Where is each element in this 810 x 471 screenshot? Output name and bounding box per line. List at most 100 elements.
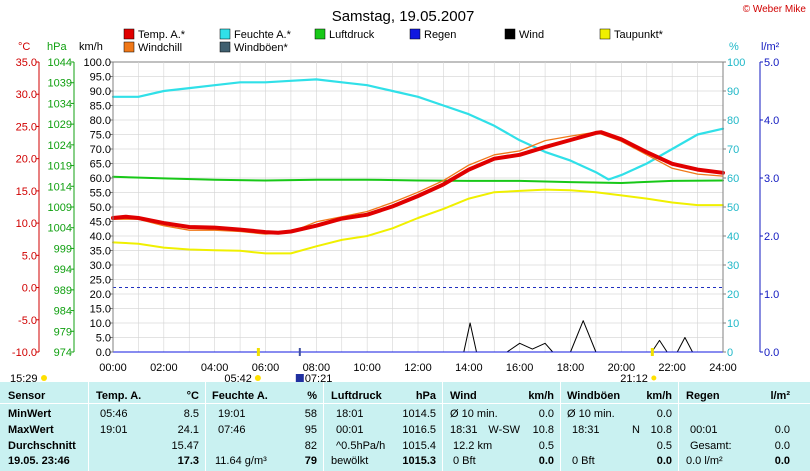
hum-abs: 11.64 g/m³ [215, 455, 267, 467]
header-press: Luftdruck [331, 390, 382, 402]
sunrise-time: 05:42 [224, 373, 252, 382]
series-feuchte-a [111, 78, 725, 181]
temp-axis-tick-label: -10.0 [12, 347, 37, 359]
header-gust: Windböen [567, 390, 621, 402]
wind-value: 0.5 [538, 440, 554, 452]
header-gust-unit: km/h [646, 390, 672, 402]
header-wind: Wind [450, 390, 477, 402]
wind-axis-tick-label: 40.0 [90, 231, 111, 243]
legend-label: Windböen* [234, 42, 289, 54]
wind-axis-tick-label: 100.0 [83, 57, 111, 69]
header-hum: Feuchte A. [212, 390, 268, 402]
hum-axis-tick-label: 90 [727, 86, 739, 98]
press-axis-tick-label: 994 [54, 264, 72, 276]
header-hum-unit: % [307, 390, 317, 402]
press-axis-tick-label: 1019 [48, 161, 72, 173]
table-row-min: MinWert 05:46 8.5 19:01 58 18:01 1014.5 … [0, 408, 810, 424]
x-tick-label: 24:00 [709, 362, 737, 374]
wind-axis-tick-label: 25.0 [90, 275, 111, 287]
legend-label: Taupunkt* [614, 29, 664, 41]
hum-axis-tick-label: 60 [727, 173, 739, 185]
legend-swatch [123, 41, 135, 53]
rain-unit-label: l/m² [761, 41, 780, 53]
temp-axis-tick-label: 15.0 [16, 186, 37, 198]
rain-axis-tick-label: 5.0 [764, 57, 779, 69]
x-tick-label: 16:00 [506, 362, 534, 374]
press-time: ^0.5hPa/h [336, 440, 386, 452]
wind-axis-tick-label: 95.0 [90, 72, 111, 84]
x-tick-label: 04:00 [201, 362, 229, 374]
sun-icon [41, 375, 47, 381]
series-temp-a [111, 130, 725, 235]
chart-title: Samstag, 19.05.2007 [332, 8, 475, 25]
hum-value: 82 [304, 440, 317, 452]
x-tick-label: 12:00 [404, 362, 432, 374]
legend-swatch [409, 28, 421, 40]
press-axis-tick-label: 1039 [48, 78, 72, 90]
press-axis-tick-label: 984 [54, 306, 72, 318]
legend-swatch [314, 28, 326, 40]
x-tick-label: 22:00 [658, 362, 686, 374]
rain-value: 0.0 [774, 424, 790, 436]
hum-time: 07:46 [218, 424, 246, 436]
wind-axis-tick-label: 65.0 [90, 159, 111, 171]
hum-axis-tick-label: 40 [727, 231, 739, 243]
table-row-max: MaxWert 19:01 24.1 07:46 95 00:01 1016.5… [0, 424, 810, 440]
hum-value: 79 [304, 455, 317, 467]
wind-dir: W-SW [488, 424, 520, 436]
legend-label: Temp. A.* [138, 29, 186, 41]
x-tick-label: 10:00 [353, 362, 381, 374]
temp-axis-tick-label: 20.0 [16, 154, 37, 166]
table-header-row: Sensor Temp. A. °C Feuchte A. % Luftdruc… [0, 390, 810, 406]
row-label: Durchschnitt [8, 440, 76, 452]
wind-info: Ø 10 min. [450, 408, 498, 420]
gust-value: 0.0 [656, 408, 672, 420]
wind-value: 0.0 [538, 455, 554, 467]
wind-unit-label: km/h [79, 41, 103, 53]
x-tick-label: 02:00 [150, 362, 178, 374]
rain-axis-tick-label: 1.0 [764, 289, 779, 301]
press-value: 1014.5 [402, 408, 436, 420]
wind-axis-tick-label: 75.0 [90, 130, 111, 142]
row-label: MaxWert [8, 424, 54, 436]
hum-axis-tick-label: 100 [727, 57, 745, 69]
hum-axis-tick-label: 10 [727, 318, 739, 330]
row-label: MinWert [8, 408, 52, 420]
wind-axis-tick-label: 50.0 [90, 202, 111, 214]
sunrise-icon [254, 375, 261, 381]
wind-axis-tick-label: 35.0 [90, 246, 111, 258]
press-value: 1016.5 [402, 424, 436, 436]
press-value: 1015.4 [402, 440, 436, 452]
temp-axis-tick-label: 5.0 [22, 250, 37, 262]
rain-info: 00:01 [690, 424, 718, 436]
press-axis-tick-label: 1009 [48, 202, 72, 214]
wind-axis-tick-label: 5.0 [96, 333, 111, 345]
wind-info: 0 Bft [453, 455, 476, 467]
wind-axis-tick-label: 10.0 [90, 318, 111, 330]
wind-axis-tick-label: 30.0 [90, 260, 111, 272]
wind-info: 18:31 [450, 424, 478, 436]
wind-info: 12.2 km [453, 440, 493, 452]
legend-swatch [599, 28, 611, 40]
press-axis-tick-label: 1029 [48, 119, 72, 131]
statistics-table: Sensor Temp. A. °C Feuchte A. % Luftdruc… [0, 382, 810, 471]
hum-axis-tick-label: 50 [727, 202, 739, 214]
press-axis-tick-label: 1034 [48, 98, 72, 110]
temp-value: 24.1 [177, 424, 199, 436]
temp-value: 8.5 [183, 408, 199, 420]
y-axes: 35.0 30.0 25.0 20.0 15.0 10.0 5.0 0.0 -5.0 -10.0 1… [12, 57, 779, 359]
x-tick-label: 00:00 [99, 362, 127, 374]
press-axis-tick-label: 1044 [48, 57, 72, 69]
table-row-avg: Durchschnitt 15.47 82 ^0.5hPa/h 1015.4 1… [0, 440, 810, 456]
moon-icon [295, 374, 304, 382]
series-taupunkt [112, 188, 724, 255]
x-tick-label: 18:00 [557, 362, 585, 374]
temp-axis-tick-label: -5.0 [18, 315, 37, 327]
plot-area [111, 61, 725, 353]
sunrise-marker [256, 348, 260, 356]
rain-info: Gesamt: [690, 440, 732, 452]
wind-axis-tick-label: 45.0 [90, 217, 111, 229]
x-tick-label: 08:00 [303, 362, 331, 374]
rain-axis-tick-label: 2.0 [764, 231, 779, 243]
header-temp-unit: °C [186, 390, 199, 402]
